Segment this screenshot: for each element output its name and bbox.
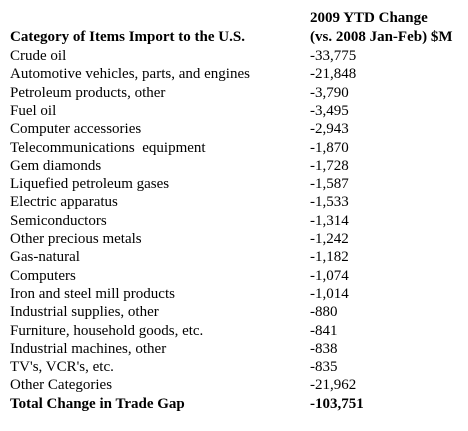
row-value: -835: [310, 359, 338, 376]
row-category: Fuel oil: [10, 102, 57, 119]
row-value: -21,848: [310, 66, 357, 83]
row-value: -1,314: [310, 212, 349, 229]
row-value: -1,074: [310, 267, 349, 284]
row-value: -1,728: [310, 157, 349, 174]
row-category: Petroleum products, other: [10, 84, 166, 101]
header-change-line: (vs. 2008 Jan-Feb) $M: [310, 29, 453, 45]
row-category: Other precious metals: [10, 231, 142, 247]
row-category: Automotive vehicles, parts, and engines: [10, 66, 250, 83]
row-category: Liquefied petroleum gases: [10, 176, 170, 193]
row-category: Gas-natural: [10, 249, 80, 266]
row-category: Furniture, household goods, etc.: [10, 322, 204, 339]
row-category: Gem diamonds: [10, 157, 102, 174]
row-category: Industrial supplies, other: [10, 304, 159, 321]
row-category: Computer accessories: [10, 121, 142, 138]
row-category: Industrial machines, other: [10, 340, 167, 357]
row-value: -21,962: [310, 377, 357, 394]
row-category: Computers: [10, 267, 76, 284]
row-category: Other Categories: [10, 377, 113, 394]
row-value: -1,533: [310, 194, 349, 211]
row-value: -2,943: [310, 121, 349, 138]
row-value: -3,495: [310, 102, 349, 119]
row-value: -1,182: [310, 249, 349, 266]
total-label: Total Change in Trade Gap: [10, 395, 185, 412]
row-value: -1,014: [310, 285, 349, 302]
row-value: -1,242: [310, 231, 349, 247]
row-value: -3,790: [310, 84, 349, 101]
row-category: Crude oil: [10, 48, 67, 64]
header-category: Category of Items Import to the U.S.: [10, 29, 245, 45]
total-value: -103,751: [310, 395, 364, 412]
header-change-line: 2009 YTD Change: [310, 10, 428, 26]
row-category: TV's, VCR's, etc.: [10, 359, 114, 376]
row-value: -838: [310, 340, 338, 357]
row-value: -880: [310, 304, 338, 321]
row-category: Electric apparatus: [10, 194, 118, 211]
row-category: Telecommunications equipment: [10, 139, 206, 156]
row-value: -841: [310, 322, 338, 339]
row-value: -1,870: [310, 139, 349, 156]
row-value: -33,775: [310, 48, 357, 64]
row-category: Iron and steel mill products: [10, 285, 175, 302]
row-value: -1,587: [310, 176, 349, 193]
row-category: Semiconductors: [10, 212, 107, 229]
